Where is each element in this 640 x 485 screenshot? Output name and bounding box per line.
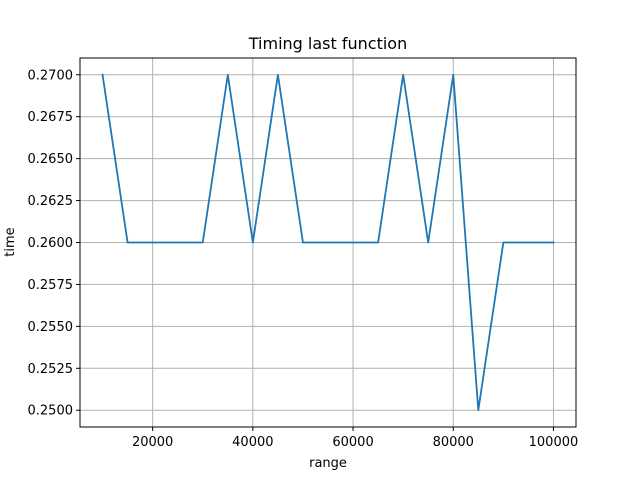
x-tick-label: 20000 (132, 435, 173, 450)
y-tick-label: 0.2500 (28, 404, 74, 419)
axis-ticks: 20000 40000 60000 80000 100000 0.2500 0.2525 0.… (28, 68, 579, 450)
series-line (101, 73, 555, 412)
y-tick-label: 0.2700 (28, 68, 74, 83)
x-tick-label: 80000 (433, 435, 474, 450)
x-tick-label: 100000 (529, 435, 579, 450)
x-tick-label: 60000 (332, 435, 373, 450)
x-axis-label: range (309, 456, 347, 471)
y-tick-label: 0.2600 (28, 236, 74, 251)
chart-title: Timing last function (248, 34, 407, 53)
y-axis-label: time (3, 227, 18, 256)
y-tick-label: 0.2525 (28, 362, 74, 377)
y-tick-label: 0.2625 (28, 194, 74, 209)
series-lines (101, 73, 555, 412)
y-tick-label: 0.2675 (28, 110, 74, 125)
y-tick-label: 0.2650 (28, 152, 74, 167)
y-tick-label: 0.2575 (28, 278, 74, 293)
y-tick-label: 0.2550 (28, 320, 74, 335)
x-tick-label: 40000 (232, 435, 273, 450)
